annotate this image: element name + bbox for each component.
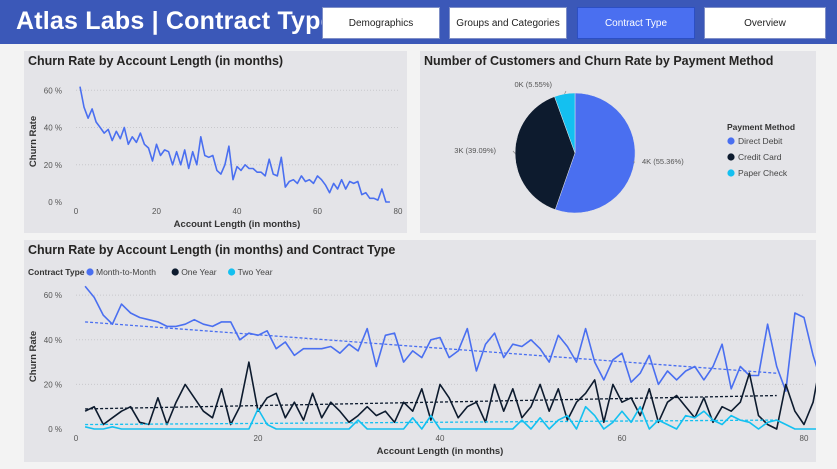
legend-marker <box>171 268 179 276</box>
x-tick-label: 20 <box>254 434 263 443</box>
legend-marker <box>727 169 735 177</box>
legend-label: Credit Card <box>738 152 782 162</box>
panel-title: Churn Rate by Account Length (in months)… <box>28 243 396 257</box>
x-tick-label: 60 <box>618 434 627 443</box>
series-line <box>84 405 816 430</box>
legend-marker <box>86 268 94 276</box>
legend-label: Direct Debit <box>738 136 783 146</box>
legend-label: Two Year <box>238 267 273 277</box>
churn-by-account-length-chart: 0 % 20 % 40 % 60 % 0 20 40 60 80 Account Length (… <box>28 86 403 230</box>
series-line <box>79 86 390 203</box>
y-tick-label: 40 % <box>44 336 62 345</box>
y-axis-title: Churn Rate <box>28 331 39 382</box>
x-tick-label: 40 <box>233 207 242 216</box>
x-tick-label: 80 <box>394 207 403 216</box>
churn-by-account-length-panel: Churn Rate by Account Length (in months)… <box>24 51 407 233</box>
y-axis-title: Churn Rate <box>28 116 39 167</box>
legend-label: Month-to-Month <box>96 267 156 277</box>
y-tick-label: 0 % <box>48 425 62 434</box>
x-tick-label: 40 <box>436 434 445 443</box>
legend-title: Contract Type <box>28 267 85 277</box>
leader-line <box>512 150 516 154</box>
nav-button-groups-and-categories[interactable]: Groups and Categories <box>449 7 567 39</box>
payment-method-pie-chart: 4K (55.36%) 3K (39.09%) 0K (5.55%) Payment … <box>454 80 795 214</box>
series-line <box>84 285 816 392</box>
x-tick-label: 0 <box>74 434 79 443</box>
header-bar: Atlas Labs | Contract Type Demographics … <box>0 0 837 44</box>
x-tick-label: 0 <box>74 207 79 216</box>
data-label: 4K (55.36%) <box>642 157 684 166</box>
legend-label: One Year <box>181 267 217 277</box>
y-tick-label: 60 % <box>44 291 62 300</box>
y-tick-label: 40 % <box>44 124 62 133</box>
x-axis-title: Account Length (in months) <box>174 219 301 230</box>
payment-method-panel: Number of Customers and Churn Rate by Pa… <box>420 51 816 233</box>
nav-button-demographics[interactable]: Demographics <box>322 7 440 39</box>
x-tick-label: 80 <box>800 434 809 443</box>
legend-marker <box>727 153 735 161</box>
data-label: 3K (39.09%) <box>454 146 496 155</box>
panel-title: Number of Customers and Churn Rate by Pa… <box>424 54 774 68</box>
legend-title: Payment Method <box>727 122 795 132</box>
churn-by-contract-type-chart: Contract Type Month-to-Month One Year Two Y… <box>28 267 816 457</box>
data-label: 0K (5.55%) <box>514 80 552 89</box>
y-tick-label: 0 % <box>48 198 62 207</box>
x-tick-label: 60 <box>313 207 322 216</box>
x-tick-label: 20 <box>152 207 161 216</box>
nav-button-overview[interactable]: Overview <box>704 7 826 39</box>
panel-title: Churn Rate by Account Length (in months) <box>28 54 284 68</box>
pie-slice <box>514 96 576 210</box>
trend-line <box>85 321 777 374</box>
nav-button-contract-type[interactable]: Contract Type <box>577 7 695 39</box>
legend-marker <box>727 137 735 145</box>
y-tick-label: 60 % <box>44 86 62 95</box>
series-line <box>84 361 816 430</box>
legend-marker <box>228 268 236 276</box>
page-title: Atlas Labs | Contract Type <box>16 7 335 35</box>
churn-by-contract-type-panel: Churn Rate by Account Length (in months)… <box>24 240 816 462</box>
y-tick-label: 20 % <box>44 161 62 170</box>
y-tick-label: 20 % <box>44 380 62 389</box>
pie-slice <box>554 92 576 154</box>
x-axis-title: Account Length (in months) <box>377 446 504 457</box>
leader-line <box>564 90 567 95</box>
legend-label: Paper Check <box>738 168 788 178</box>
